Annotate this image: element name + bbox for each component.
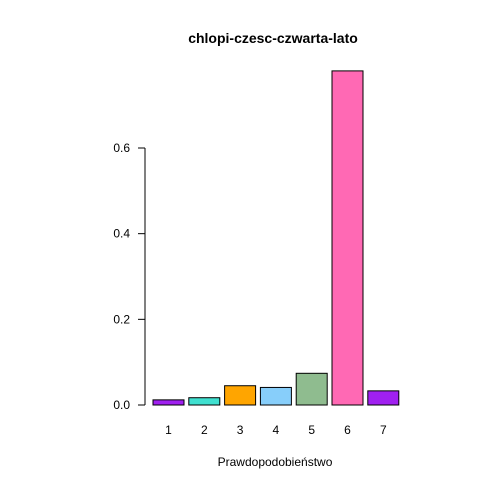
x-tick-label: 2	[201, 423, 208, 437]
x-tick-label: 7	[380, 423, 387, 437]
bars	[152, 70, 400, 406]
bar	[367, 390, 400, 406]
bar	[331, 70, 364, 406]
bar	[259, 386, 292, 406]
x-tick-label: 4	[273, 423, 280, 437]
x-axis-label: Prawdopodobieństwo	[218, 455, 333, 469]
y-tick-label: 0.4	[113, 227, 130, 241]
chart-title: chlopi-czesc-czwarta-lato	[188, 30, 358, 46]
y-tick-label: 0.6	[113, 141, 130, 155]
bar	[295, 372, 328, 406]
y-tick-label: 0.0	[113, 398, 130, 412]
bar	[224, 385, 257, 406]
y-tick-label: 0.2	[113, 312, 130, 326]
x-tick-label: 6	[344, 423, 351, 437]
bar	[188, 397, 221, 406]
x-tick-label: 5	[308, 423, 315, 437]
y-axis: 0.0 0.2 0.4 0.6	[113, 141, 146, 412]
bar	[152, 399, 185, 406]
x-tick-labels: 1 2 3 4 5 6 7	[165, 423, 387, 437]
x-tick-label: 1	[165, 423, 172, 437]
x-tick-label: 3	[237, 423, 244, 437]
